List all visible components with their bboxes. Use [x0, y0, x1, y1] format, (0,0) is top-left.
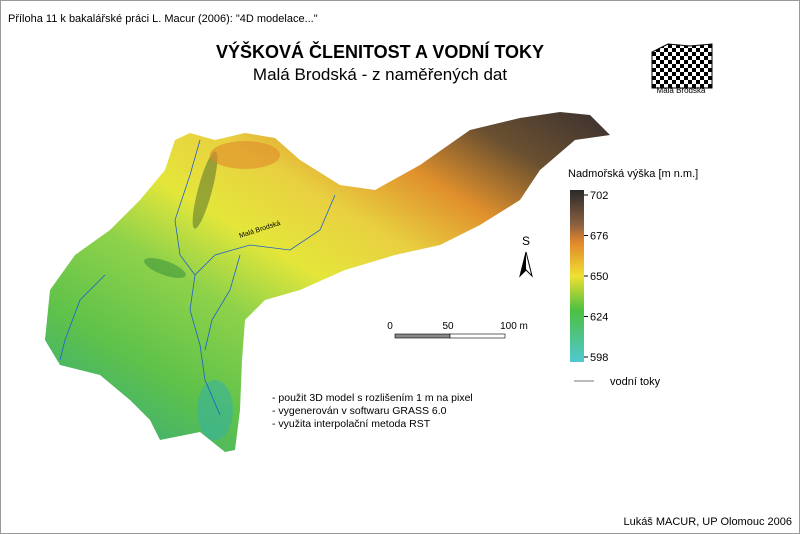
legend-title: Nadmořská výška [m n.m.] [568, 168, 698, 180]
relief [210, 141, 280, 169]
logo: Malá Brodská [651, 43, 713, 95]
title: VÝŠKOVÁ ČLENITOST A VODNÍ TOKY [216, 41, 544, 62]
scale-bar: 0 50 100 m [387, 321, 528, 339]
legend: Nadmořská výška [m n.m.] vodní toky 702 6… [568, 168, 698, 388]
north-label: S [522, 234, 530, 248]
legend-tick-label: 624 [590, 312, 608, 324]
scale-label: 100 m [500, 321, 528, 332]
scale-label: 50 [442, 321, 454, 332]
note: - použit 3D model s rozlišením 1 m na pi… [272, 392, 473, 404]
terrain-model [45, 112, 610, 452]
note: - vygenerován v softwaru GRASS 6.0 [272, 405, 447, 417]
legend-tick-label: 598 [590, 352, 608, 364]
caption: Příloha 11 k bakalářské práci L. Macur (… [8, 13, 318, 25]
relief [197, 380, 233, 440]
streams [59, 139, 336, 416]
north-arrow [520, 252, 526, 276]
subtitle: Malá Brodská - z naměřených dat [253, 65, 507, 84]
legend-tick-label: 702 [590, 190, 608, 202]
legend-tick-label: 676 [590, 231, 608, 243]
legend-bar [570, 190, 584, 362]
note: - využita interpolační metoda RST [272, 418, 431, 430]
relief [192, 151, 218, 229]
logo-label: Malá Brodská [657, 86, 706, 95]
footer: Lukáš MACUR, UP Olomouc 2006 [623, 516, 792, 528]
relief [144, 258, 186, 278]
legend-stream-label: vodní toky [610, 376, 661, 388]
legend-tick-label: 650 [590, 271, 608, 283]
scale-label: 0 [387, 321, 393, 332]
